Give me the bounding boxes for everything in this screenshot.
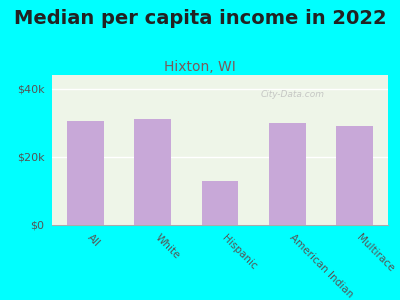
Text: Hixton, WI: Hixton, WI (164, 60, 236, 74)
Bar (269, 123, 306, 225)
Bar (202, 181, 238, 225)
Bar (336, 126, 373, 225)
Bar (134, 119, 171, 225)
Bar (67, 121, 104, 225)
Text: Median per capita income in 2022: Median per capita income in 2022 (14, 9, 386, 28)
Text: City-Data.com: City-Data.com (260, 90, 324, 99)
